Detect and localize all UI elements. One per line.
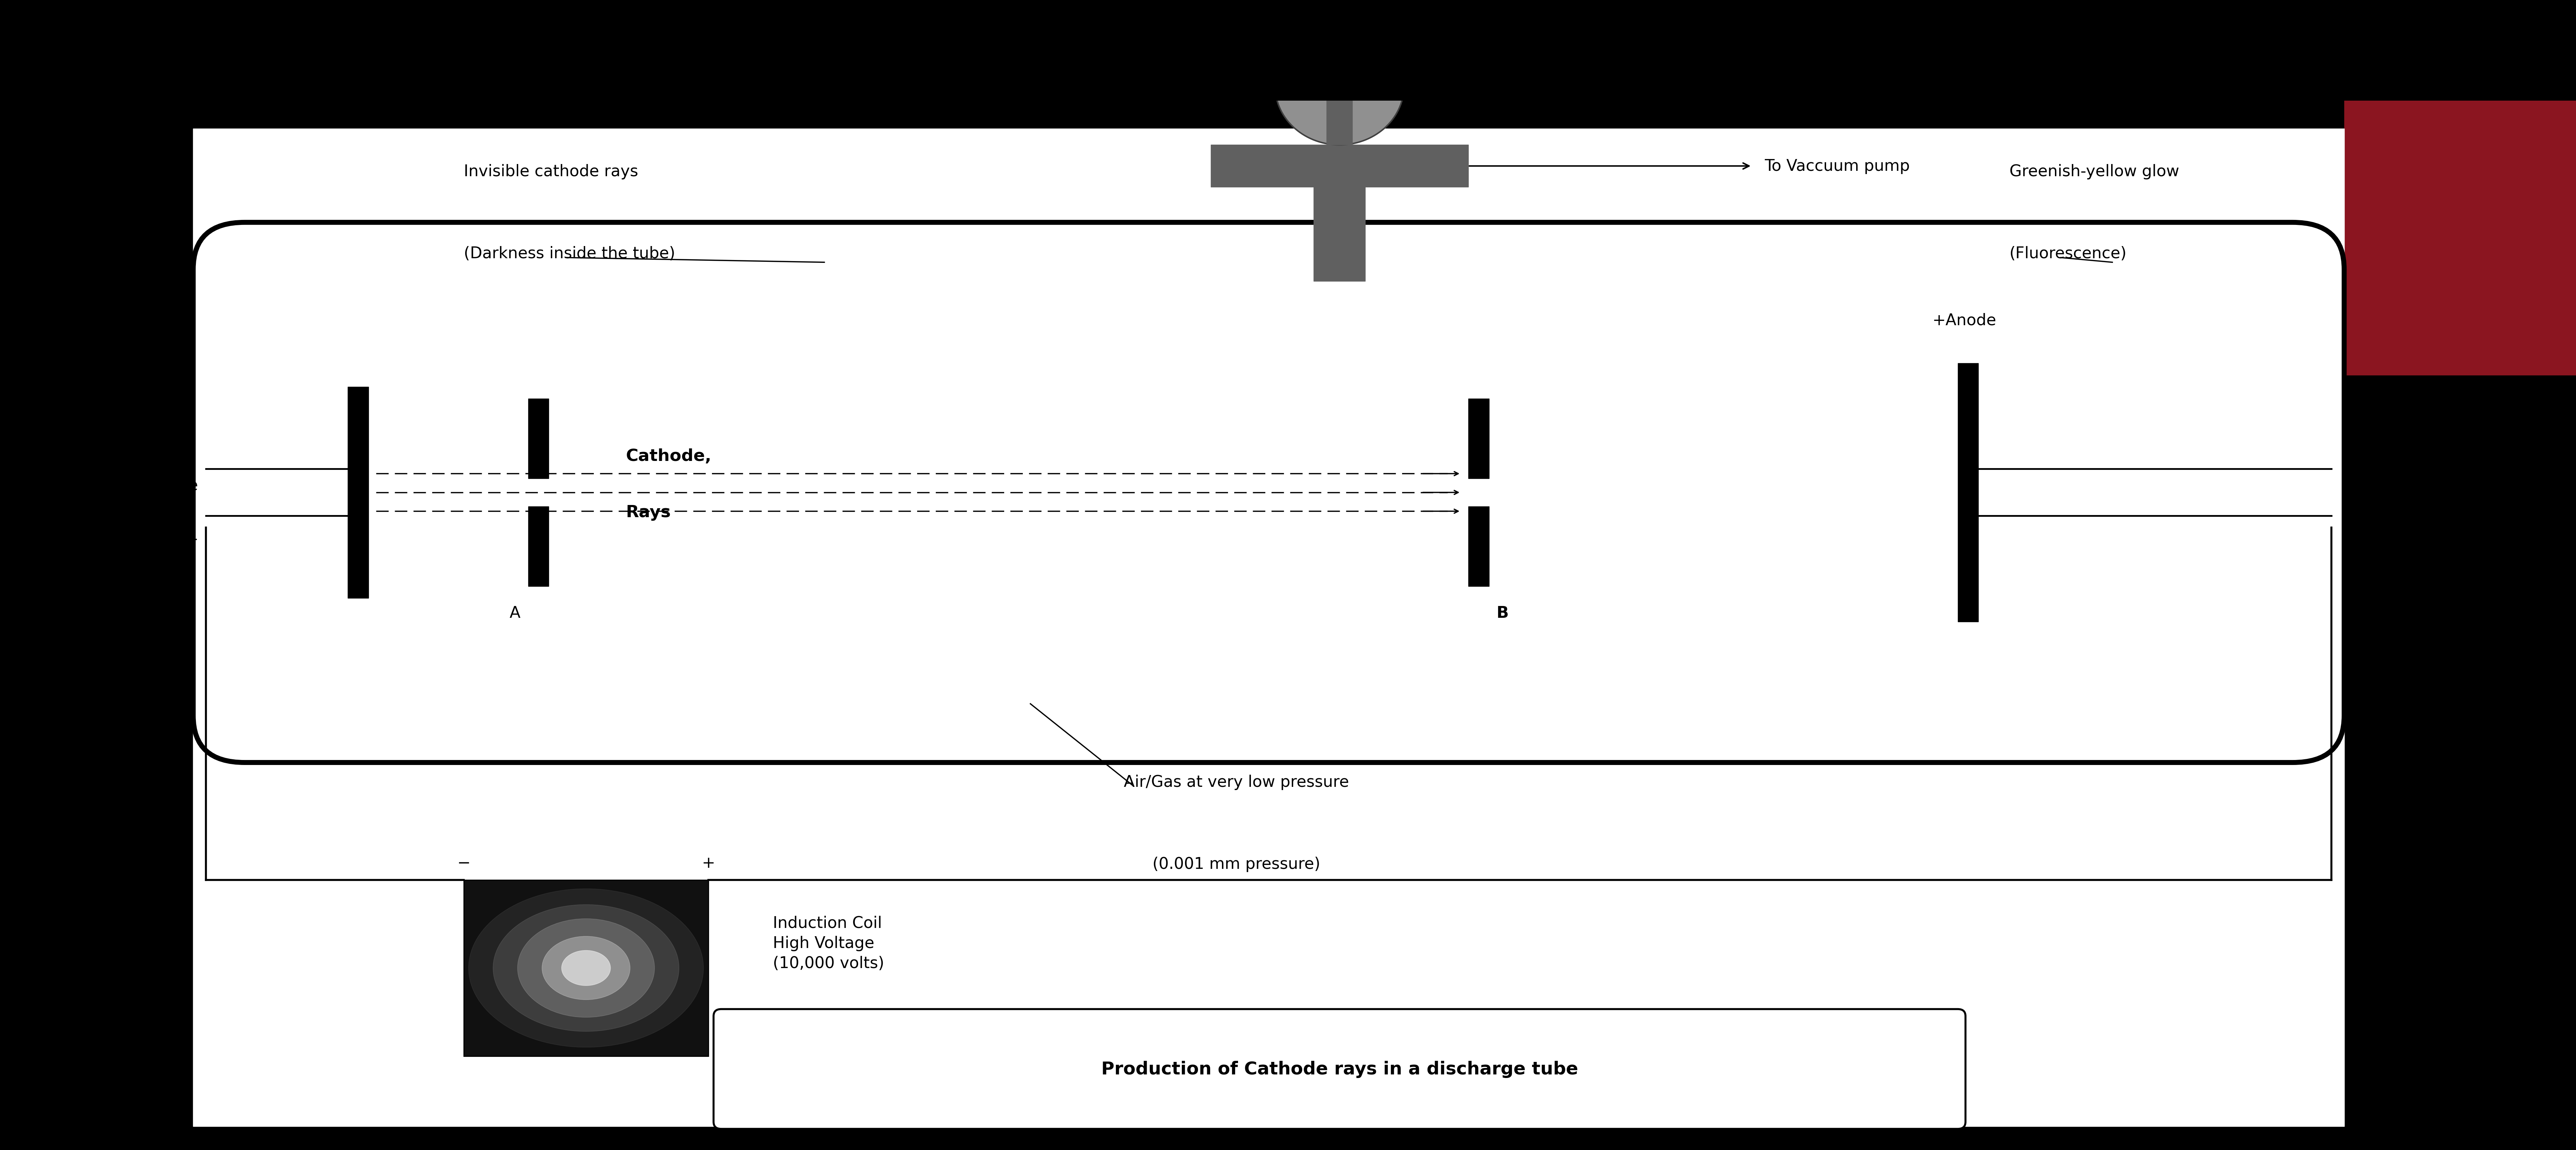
Text: Induction Coil
High Voltage
(10,000 volts): Induction Coil High Voltage (10,000 volt… xyxy=(773,915,884,971)
FancyBboxPatch shape xyxy=(714,1010,1965,1129)
FancyBboxPatch shape xyxy=(193,223,2344,762)
Ellipse shape xyxy=(469,889,703,1048)
Text: +Anode: +Anode xyxy=(1932,313,1996,328)
Text: (Fluorescence): (Fluorescence) xyxy=(2009,246,2128,261)
Bar xyxy=(1288,7,1391,35)
Bar xyxy=(1211,145,1468,187)
Ellipse shape xyxy=(562,950,611,986)
Text: A: A xyxy=(510,605,520,621)
Text: Invisible cathode rays: Invisible cathode rays xyxy=(464,164,639,179)
Text: +: + xyxy=(701,856,716,871)
Bar xyxy=(2344,101,2576,375)
Bar xyxy=(1314,164,1365,282)
Bar xyxy=(193,129,2344,1127)
Text: To Vaccuum pump: To Vaccuum pump xyxy=(1765,159,1909,174)
Bar xyxy=(528,399,549,478)
Bar xyxy=(348,386,368,598)
Bar xyxy=(1468,399,1489,478)
Text: −: − xyxy=(456,856,471,871)
Circle shape xyxy=(1275,28,1404,145)
Bar xyxy=(1468,507,1489,586)
Ellipse shape xyxy=(518,919,654,1018)
Text: Air/Gas at very low pressure: Air/Gas at very low pressure xyxy=(1123,774,1350,790)
Bar xyxy=(528,507,549,586)
Bar xyxy=(464,880,708,1056)
Text: Greenish-yellow glow: Greenish-yellow glow xyxy=(2009,164,2179,179)
Text: Production of Cathode rays in a discharge tube: Production of Cathode rays in a discharg… xyxy=(1100,1060,1579,1078)
Text: Cathode,: Cathode, xyxy=(626,448,711,465)
Text: (Darkness inside the tube): (Darkness inside the tube) xyxy=(464,246,675,261)
Bar xyxy=(1958,363,1978,622)
Text: Rays: Rays xyxy=(626,505,670,521)
Text: −: − xyxy=(185,532,198,547)
Ellipse shape xyxy=(492,905,680,1032)
Text: Cathode: Cathode xyxy=(131,478,198,493)
Bar xyxy=(464,880,708,1056)
Text: (0.001 mm pressure): (0.001 mm pressure) xyxy=(1151,857,1321,872)
Ellipse shape xyxy=(541,936,631,999)
Text: B: B xyxy=(1497,605,1510,621)
Bar xyxy=(1327,86,1352,145)
Bar xyxy=(0,101,193,1150)
